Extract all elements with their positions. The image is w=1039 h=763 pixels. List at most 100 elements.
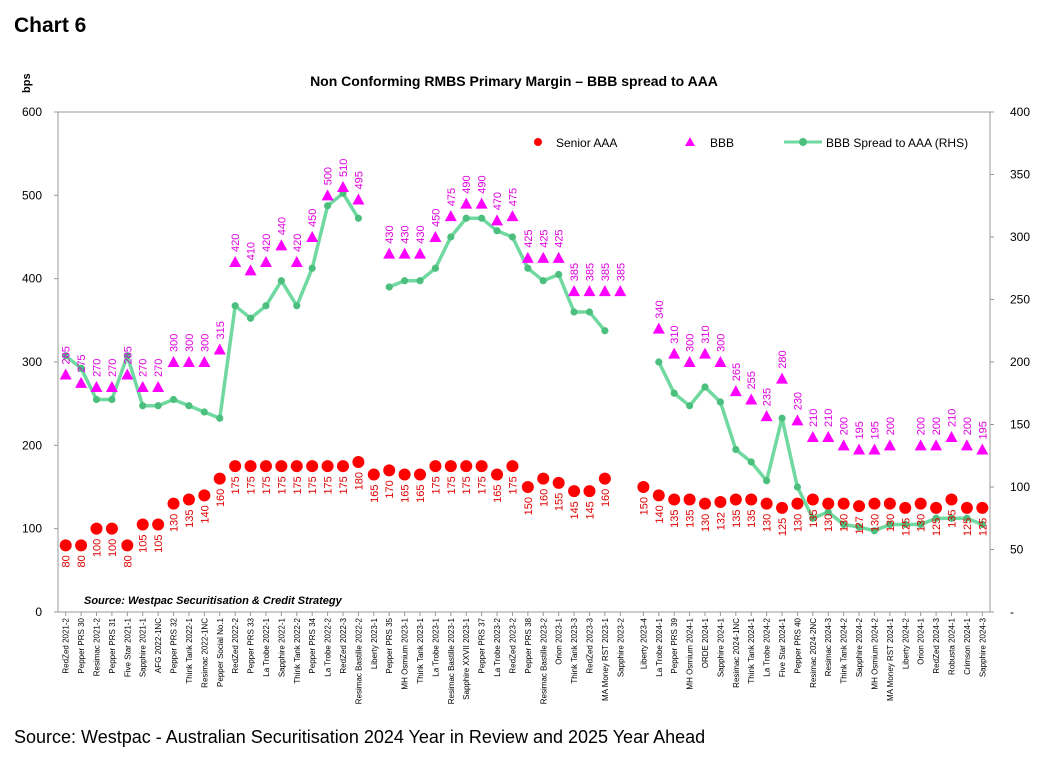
bbb-point	[960, 439, 973, 451]
bbb-point	[745, 393, 758, 405]
bbb-point	[837, 439, 850, 451]
spread-line	[657, 361, 983, 533]
spread-point	[293, 302, 301, 310]
senior-aaa-point	[152, 518, 165, 531]
category-label: Pepper Social No.1	[216, 617, 225, 686]
senior-aaa-data-label: 145	[585, 501, 597, 519]
plot-frame	[57, 111, 991, 613]
bbb-point	[460, 197, 473, 209]
senior-aaa-data-label: 130	[823, 514, 835, 532]
senior-aaa-point	[105, 522, 118, 535]
y2-tick-label: 300	[1010, 230, 1030, 244]
category-label: Resimac Bastille 2022-2	[354, 617, 363, 704]
category-label: RedZed 2024-3	[932, 617, 941, 673]
spread-point	[262, 302, 270, 310]
bbb-data-label: 300	[184, 334, 196, 352]
category-label: Think Tank 2024-2	[840, 617, 849, 683]
senior-aaa-data-label: 125	[931, 518, 943, 536]
spread-point	[277, 277, 285, 285]
bbb-point	[167, 356, 180, 367]
senior-aaa-data-label: 180	[353, 472, 365, 490]
category-label: Pepper PRS 30	[77, 617, 86, 673]
senior-aaa-data-label: 145	[569, 501, 581, 519]
bbb-data-label: 450	[430, 209, 442, 227]
senior-aaa-data-label: 100	[92, 539, 104, 557]
senior-aaa-data-label: 175	[430, 476, 442, 494]
spread-point	[216, 414, 224, 422]
bbb-point	[105, 381, 118, 392]
category-label: AFG 2022-1NC	[154, 618, 163, 673]
senior-aaa-data-label: 175	[446, 476, 458, 494]
senior-aaa-point	[637, 481, 650, 493]
senior-aaa-point	[460, 460, 473, 473]
category-label: RedZed 2022-2	[231, 617, 240, 673]
bbb-point	[491, 214, 504, 226]
bbb-data-label: 255	[746, 371, 758, 389]
bbb-data-label: 310	[669, 325, 681, 343]
bbb-data-label: 270	[92, 359, 104, 377]
category-label: Five Star 2024-1	[778, 617, 787, 677]
bbb-data-label: 430	[415, 225, 427, 243]
senior-aaa-data-label: 105	[153, 535, 165, 553]
bbb-data-label: 410	[246, 242, 258, 260]
category-label: Pepper PRS 32	[170, 617, 179, 673]
senior-aaa-point	[537, 472, 550, 485]
bbb-data-label: 210	[947, 409, 959, 427]
senior-aaa-data-label: 135	[669, 510, 681, 528]
senior-aaa-point	[259, 460, 272, 473]
senior-aaa-point	[182, 493, 195, 506]
bbb-point	[552, 251, 565, 263]
senior-aaa-point	[899, 501, 912, 514]
bbb-point	[537, 251, 550, 263]
spread-point	[308, 264, 316, 272]
bbb-data-label: 195	[870, 421, 882, 439]
y-tick-label: 400	[22, 272, 42, 286]
spread-point	[77, 364, 85, 372]
senior-aaa-data-label: 130	[839, 514, 851, 532]
category-label: La Trobe 2022-2	[324, 617, 333, 676]
spread-point	[855, 523, 863, 531]
senior-aaa-point	[714, 496, 727, 508]
bbb-point	[568, 285, 581, 297]
spread-point	[231, 302, 239, 310]
senior-aaa-point	[568, 485, 581, 498]
bbb-point	[776, 372, 789, 384]
category-label: La Trobe 2022-1	[262, 617, 271, 676]
senior-aaa-point	[745, 493, 758, 506]
senior-aaa-point	[213, 472, 226, 485]
bbb-point	[336, 181, 349, 192]
senior-aaa-point	[791, 497, 804, 510]
bbb-data-label: 430	[400, 225, 412, 243]
bbb-point	[414, 247, 427, 259]
bbb-data-label: 265	[731, 363, 743, 381]
senior-aaa-data-label: 132	[715, 512, 727, 530]
legend-bbb-label: BBB	[710, 136, 734, 150]
y2-tick-label: 200	[1010, 355, 1030, 369]
bbb-point	[429, 231, 442, 242]
senior-aaa-point	[760, 497, 773, 510]
senior-aaa-point	[837, 497, 850, 510]
bbb-point	[714, 356, 727, 367]
senior-aaa-data-label: 125	[777, 518, 789, 536]
source-footer: Source: Westpac - Australian Securitisat…	[14, 727, 706, 747]
spread-point	[778, 414, 786, 422]
spread-point	[462, 214, 470, 222]
senior-aaa-point	[444, 460, 457, 473]
category-label: RedZed 2023-3	[586, 617, 595, 673]
bbb-point	[352, 193, 365, 205]
category-label: Resimac 2024-3	[824, 617, 833, 676]
spread-point	[200, 408, 208, 416]
bbb-data-label: 490	[477, 175, 489, 193]
category-label: Resimac 2024-1NC	[732, 618, 741, 688]
bbb-point	[822, 431, 835, 442]
senior-aaa-data-label: 140	[199, 505, 211, 523]
bbb-point	[75, 376, 88, 388]
senior-aaa-point	[598, 472, 611, 485]
category-label: Orion 2023-1	[555, 617, 564, 664]
spread-point	[431, 264, 440, 272]
senior-aaa-point	[521, 481, 534, 493]
spread-series	[62, 189, 986, 535]
senior-aaa-data-label: 175	[230, 476, 242, 494]
senior-aaa-data-label: 160	[538, 489, 550, 507]
bbb-data-label: 280	[777, 350, 789, 368]
